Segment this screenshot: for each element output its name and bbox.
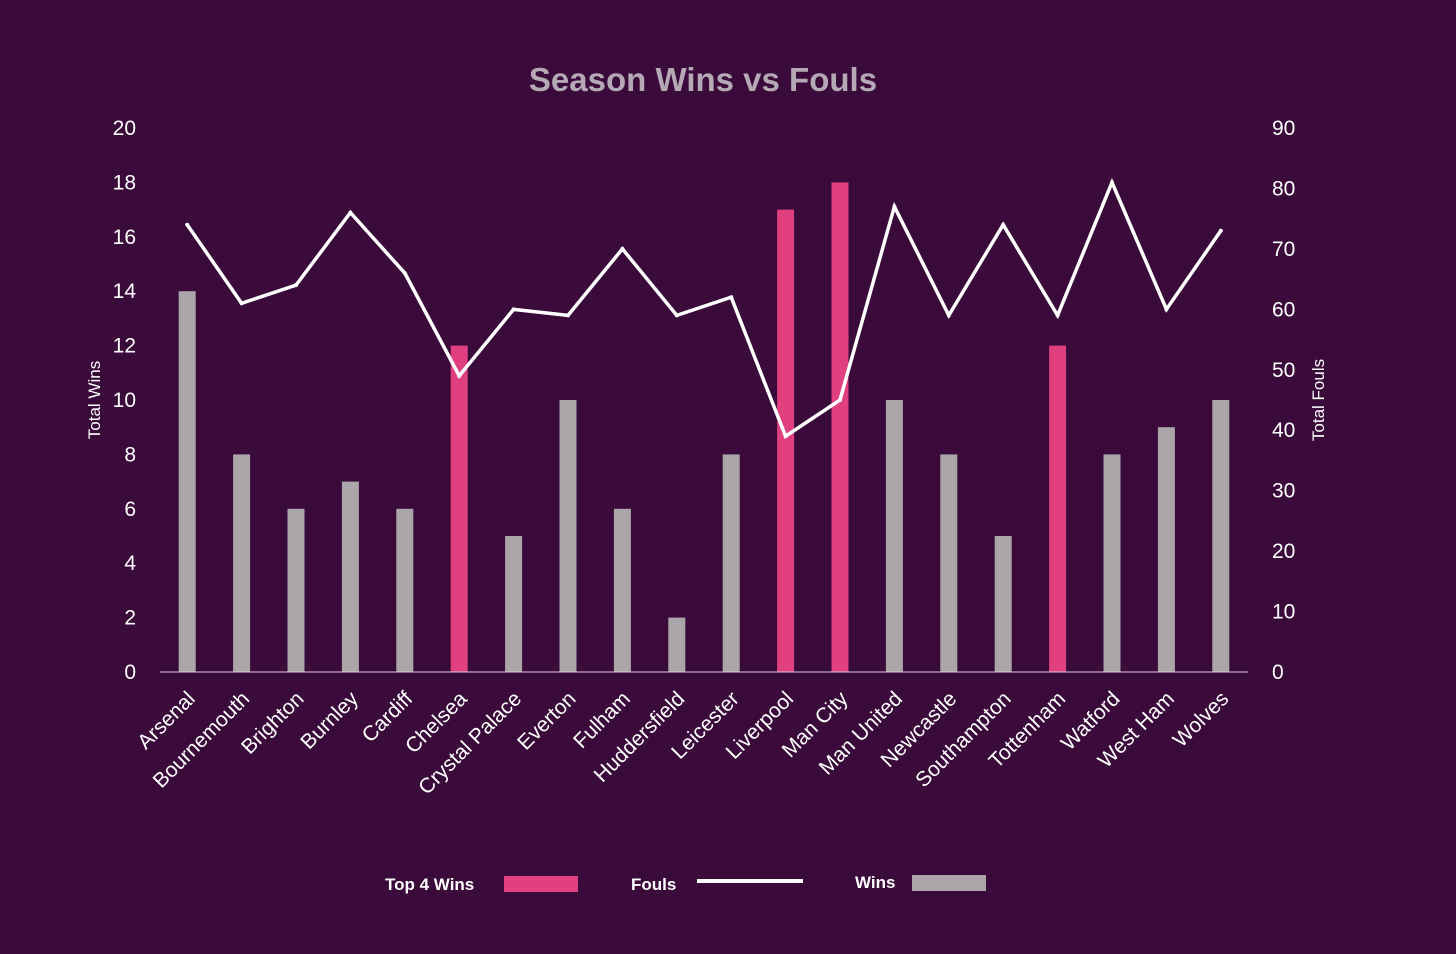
wins-bar: [233, 454, 251, 672]
legend-label: Top 4 Wins: [385, 875, 474, 894]
fouls-point: [185, 222, 190, 227]
fouls-point: [294, 283, 298, 288]
y-axis-right-ticks: 0 10 20 30 40 50 60 70 80 90: [1272, 117, 1295, 684]
chart-title: Season Wins vs Fouls: [529, 61, 877, 98]
fouls-point: [348, 210, 353, 215]
fouls-point: [457, 373, 462, 378]
fouls-point: [729, 295, 734, 300]
y-tick-left: 4: [124, 552, 136, 575]
legend-label: Wins: [855, 873, 895, 892]
wins-bar: [1157, 427, 1175, 672]
wins-bar: [994, 536, 1012, 672]
fouls-point: [892, 204, 897, 209]
legend-swatch: [912, 875, 986, 891]
y-tick-left: 20: [113, 117, 136, 140]
y-tick-left: 12: [113, 335, 136, 358]
y-tick-left: 16: [113, 226, 136, 249]
y-tick-right: 20: [1272, 540, 1295, 563]
fouls-point: [402, 271, 407, 276]
fouls-point: [566, 313, 570, 318]
y-tick-left: 14: [113, 280, 137, 303]
fouls-point: [674, 313, 679, 318]
y-tick-right: 0: [1272, 661, 1284, 684]
wins-bar: [940, 454, 958, 672]
fouls-point: [1055, 313, 1060, 318]
wins-bar: [885, 400, 903, 672]
category-label: Burnley: [296, 687, 363, 754]
wins-bar: [287, 508, 305, 672]
y-tick-left: 10: [113, 389, 136, 412]
fouls-point: [1110, 180, 1114, 185]
legend: Top 4 Wins Fouls Wins: [385, 873, 986, 894]
y-tick-right: 60: [1272, 298, 1295, 321]
y-tick-left: 2: [124, 607, 136, 630]
y-tick-left: 8: [124, 443, 136, 466]
wins-bar: [613, 508, 631, 672]
y-tick-right: 80: [1272, 177, 1295, 200]
y-tick-left: 0: [124, 661, 136, 684]
fouls-line: [185, 177, 1223, 439]
wins-bar: [341, 481, 359, 672]
y-tick-left: 18: [113, 171, 136, 194]
wins-bar: [1212, 400, 1230, 672]
y-tick-right: 30: [1272, 480, 1295, 503]
y-tick-right: 10: [1272, 601, 1295, 624]
fouls-point: [1164, 307, 1169, 312]
top4-wins-bar: [450, 345, 468, 672]
fouls-point: [620, 246, 625, 251]
fouls-point: [838, 398, 842, 402]
y-tick-right: 40: [1272, 419, 1295, 442]
x-axis-category-labels: ArsenalBournemouthBrightonBurnleyCardiff…: [133, 687, 1233, 799]
y-axis-left-ticks: 0 2 4 6 8 10 12 14 16 18 20: [113, 117, 137, 684]
y-tick-left: 6: [124, 498, 136, 521]
category-label: Southampton: [911, 687, 1016, 792]
top4-wins-bar: [831, 182, 849, 672]
fouls-point: [783, 434, 788, 439]
y-tick-right: 90: [1272, 117, 1295, 140]
fouls-point: [239, 301, 244, 306]
y-tick-right: 50: [1272, 359, 1295, 382]
category-label: Everton: [513, 687, 580, 754]
fouls-point: [511, 307, 516, 312]
fouls-line-layer: [185, 177, 1223, 439]
y-axis-label-right: Total Fouls: [1309, 359, 1328, 441]
wins-bar: [559, 400, 577, 672]
wins-bar: [1103, 454, 1121, 672]
wins-bar: [722, 454, 740, 672]
y-tick-right: 70: [1272, 238, 1295, 261]
top4-wins-bar: [1049, 345, 1067, 672]
wins-bar: [668, 617, 686, 672]
y-axis-label-left: Total Wins: [85, 361, 104, 439]
category-label: Wolves: [1169, 687, 1234, 752]
bars-layer: [178, 182, 1230, 672]
fouls-point: [1001, 222, 1006, 227]
wins-bar: [178, 291, 196, 672]
fouls-point: [1218, 228, 1223, 233]
top4-wins-bar: [777, 209, 795, 672]
legend-label: Fouls: [631, 875, 676, 894]
legend-swatch: [504, 876, 578, 892]
wins-bar: [505, 536, 523, 672]
wins-bar: [396, 508, 414, 672]
fouls-point: [946, 313, 951, 318]
